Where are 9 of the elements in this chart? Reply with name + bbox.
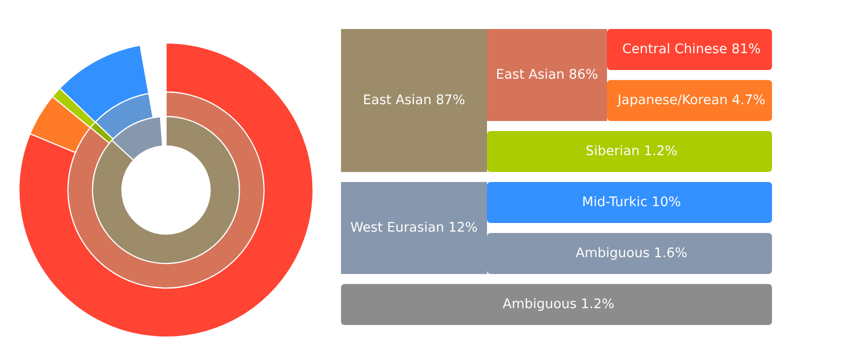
text: West Eurasian 12% (350, 222, 477, 232)
text: Ambiguous 1.6% (576, 247, 687, 260)
text: Ambiguous 1.2% (502, 298, 614, 311)
text: Mid-Turkic 10% (583, 196, 680, 206)
text: Siberian 1.2% (586, 145, 677, 156)
text: Japanese/Korean 4.7% (616, 94, 765, 107)
text: East Asian 87% (364, 94, 464, 104)
text: Central Chinese 81% (623, 43, 760, 54)
text: East Asian 86% (497, 68, 598, 79)
